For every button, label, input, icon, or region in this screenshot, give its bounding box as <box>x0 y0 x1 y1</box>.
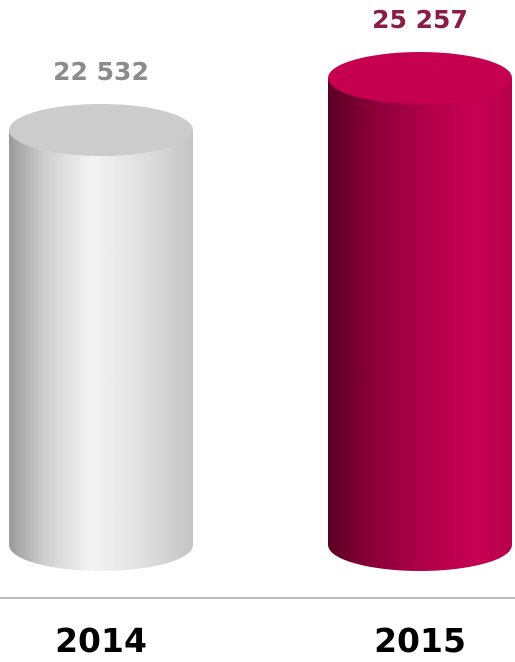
bar-2015 <box>328 78 512 571</box>
bars-group <box>9 52 512 571</box>
value-label-2014: 22 532 <box>53 57 149 86</box>
bar-top-2014 <box>9 104 193 156</box>
value-label-2015: 25 257 <box>372 5 468 34</box>
category-label-2015: 2015 <box>374 621 466 660</box>
bar-2014 <box>9 130 193 571</box>
bar-top-2015 <box>328 52 512 104</box>
category-label-2014: 2014 <box>55 621 147 660</box>
